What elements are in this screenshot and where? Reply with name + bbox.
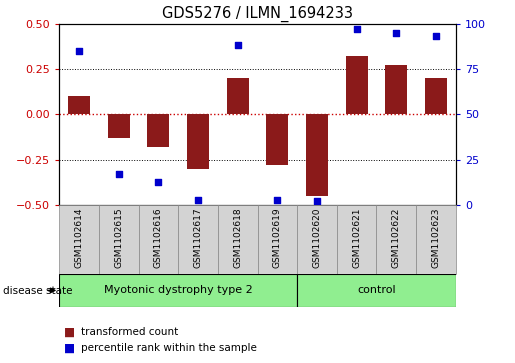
Bar [385,65,407,114]
Text: GSM1102615: GSM1102615 [114,207,123,268]
Point [313,199,321,204]
Point [154,179,162,184]
Text: GSM1102619: GSM1102619 [273,207,282,268]
Bar [68,96,90,114]
Title: GDS5276 / ILMN_1694233: GDS5276 / ILMN_1694233 [162,6,353,22]
Point [432,33,440,39]
Bar [297,205,337,274]
Bar [99,205,139,274]
Text: GSM1102622: GSM1102622 [392,207,401,268]
Bar [187,114,209,169]
Text: ■: ■ [64,326,76,339]
Bar [59,205,99,274]
Point [392,30,401,36]
Bar [108,114,130,138]
Text: GSM1102621: GSM1102621 [352,207,361,268]
Text: percentile rank within the sample: percentile rank within the sample [81,343,257,354]
Bar [416,205,456,274]
Text: Myotonic dystrophy type 2: Myotonic dystrophy type 2 [104,285,252,295]
Bar [346,56,368,114]
Text: control: control [357,285,396,295]
Bar [258,205,297,274]
Text: ■: ■ [64,342,76,355]
Point [194,197,202,203]
Text: GSM1102617: GSM1102617 [194,207,202,268]
Text: transformed count: transformed count [81,327,178,337]
Point [273,197,281,203]
Text: disease state: disease state [3,286,72,297]
Point [75,48,83,54]
Bar [139,205,178,274]
Text: GSM1102614: GSM1102614 [75,207,83,268]
Bar [306,114,328,196]
Text: GSM1102616: GSM1102616 [154,207,163,268]
Bar [266,114,288,165]
Bar [337,205,376,274]
Point [352,26,360,32]
Bar [59,274,297,307]
Text: GSM1102623: GSM1102623 [432,207,440,268]
Bar [297,274,456,307]
Bar [178,205,218,274]
Bar [218,205,258,274]
Bar [376,205,416,274]
Text: GSM1102618: GSM1102618 [233,207,242,268]
Bar [227,78,249,114]
Bar [425,78,447,114]
Text: GSM1102620: GSM1102620 [313,207,321,268]
Bar [147,114,169,147]
Point [233,42,242,48]
Point [114,171,123,177]
